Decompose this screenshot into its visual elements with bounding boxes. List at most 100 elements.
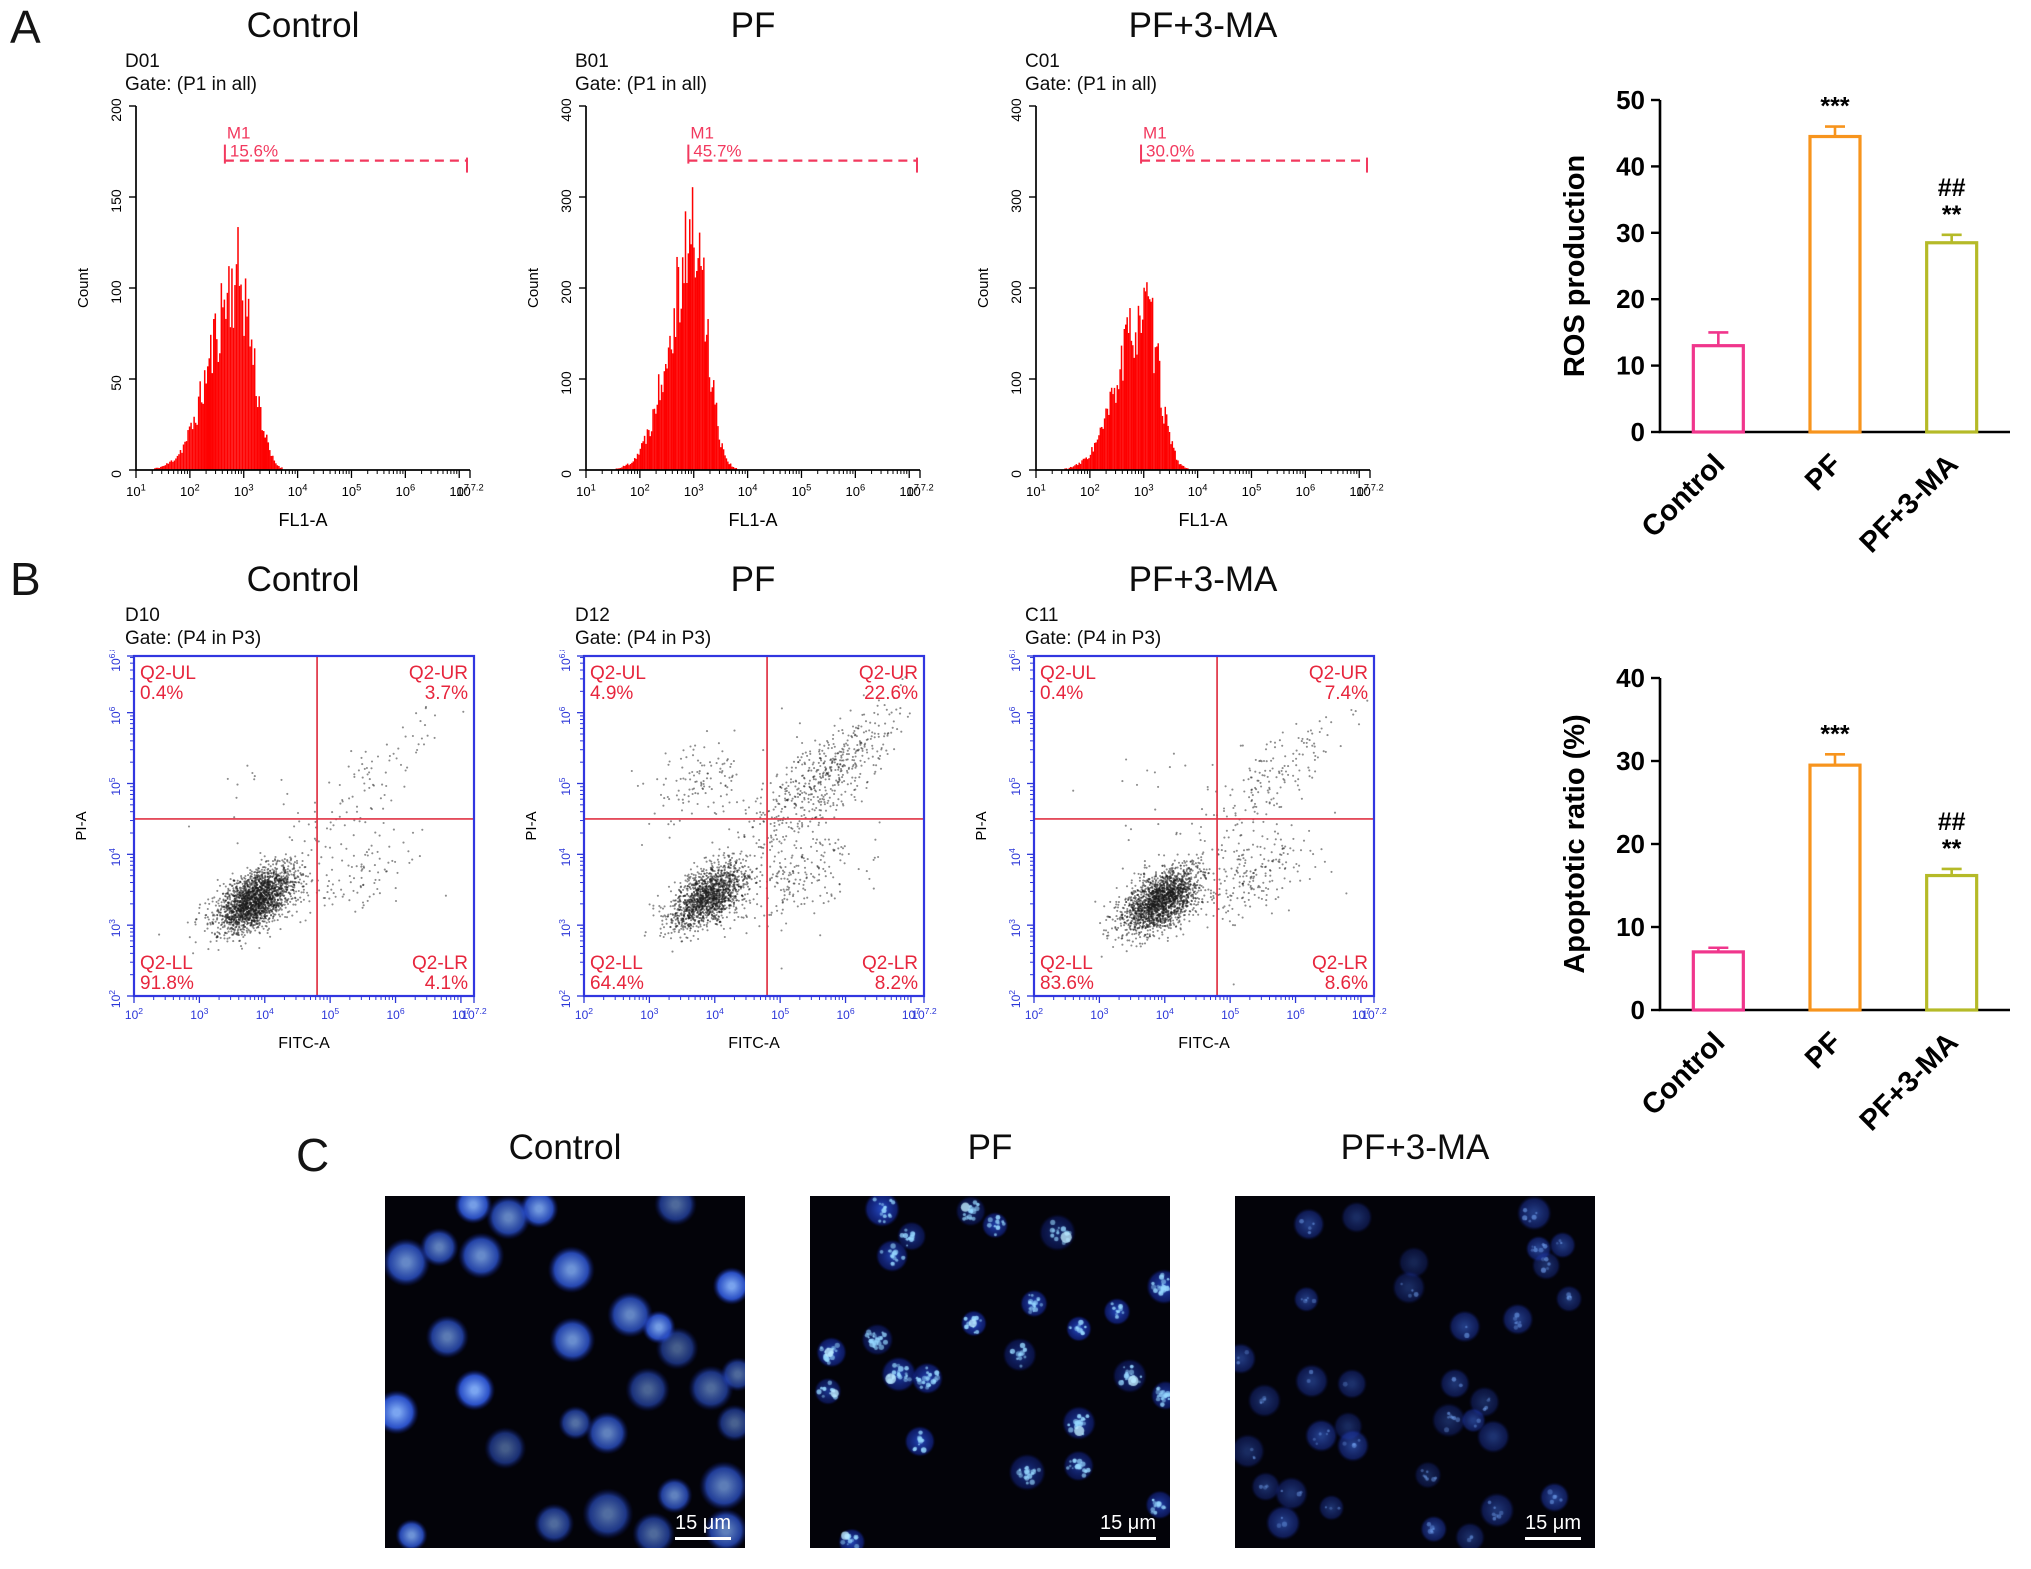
svg-text:PI-A: PI-A <box>73 811 90 840</box>
svg-text:Count: Count <box>75 267 92 308</box>
svg-text:200: 200 <box>1008 280 1024 304</box>
scale-bar-line <box>675 1537 731 1540</box>
svg-text:104: 104 <box>1188 483 1208 499</box>
svg-text:91.8%: 91.8% <box>140 973 194 994</box>
svg-text:102: 102 <box>180 483 200 499</box>
svg-text:**: ** <box>1942 201 1962 229</box>
svg-text:200: 200 <box>108 98 124 122</box>
plot-title: Control <box>246 560 360 599</box>
svg-text:3.7%: 3.7% <box>425 683 468 704</box>
svg-text:##: ## <box>1938 174 1966 202</box>
micrograph-title: PF <box>967 1128 1013 1167</box>
plot-header: C11 Gate: (P4 in P3) <box>1025 604 1390 650</box>
gate-label: Gate: (P1 in all) <box>125 74 257 95</box>
svg-text:103: 103 <box>234 483 254 499</box>
svg-text:PF+3-MA: PF+3-MA <box>1854 448 1965 559</box>
svg-text:ROS production: ROS production <box>1559 155 1591 377</box>
scale-bar-label: 15 μm <box>1100 1512 1156 1534</box>
panel-c-label: C <box>296 1129 330 1181</box>
svg-text:M1: M1 <box>1143 124 1167 143</box>
svg-text:103: 103 <box>190 1006 208 1022</box>
svg-text:106: 106 <box>846 483 866 499</box>
scale-bar-line <box>1100 1537 1156 1540</box>
micrograph-image <box>385 1196 745 1553</box>
svg-text:106.8: 106.8 <box>107 650 123 672</box>
svg-text:103: 103 <box>684 483 704 499</box>
micrograph-title: Control <box>508 1128 622 1167</box>
svg-text:Count: Count <box>975 267 992 308</box>
svg-text:104: 104 <box>256 1006 274 1022</box>
plot-header: D12 Gate: (P4 in P3) <box>575 604 940 650</box>
scale-bar-label: 15 μm <box>1525 1512 1581 1534</box>
svg-text:50: 50 <box>1616 85 1645 115</box>
micrograph-image <box>810 1196 1170 1553</box>
gate-label: Gate: (P4 in P3) <box>575 628 712 649</box>
flow-scatter-pf: PF D12 Gate: (P4 in P3) 102 103 104 105 106 1… <box>520 558 940 1079</box>
micrograph-image <box>1235 1196 1595 1553</box>
histogram-plot: 0 100 200 300 400 101 102 103 104 105 106 107 107.2 F… <box>520 96 940 553</box>
plot-title: PF+3-MA <box>1128 560 1278 599</box>
svg-text:40: 40 <box>1616 151 1645 181</box>
svg-text:105: 105 <box>792 483 812 499</box>
svg-text:107.2: 107.2 <box>906 483 933 499</box>
scatter-plot: 102 103 104 105 106 106.8 102 103 104 105 106 107 10… <box>520 646 940 1079</box>
svg-text:104: 104 <box>288 483 308 499</box>
svg-text:107: 107 <box>1349 483 1369 499</box>
flow-histogram-pf3ma: PF+3-MA C01 Gate: (P1 in all) 0 100 200 300… <box>970 4 1390 553</box>
ros-production-bar-chart: 0 10 20 30 40 50 ROS production Control *** PF ** #… <box>1548 70 2028 615</box>
svg-text:105: 105 <box>107 777 123 795</box>
sample-id: D10 <box>125 605 160 626</box>
scatter-plot: 102 103 104 105 106 106.8 102 103 104 105 106 107 10… <box>70 646 490 1079</box>
svg-text:M1: M1 <box>227 124 251 143</box>
svg-text:102: 102 <box>630 483 650 499</box>
svg-text:101: 101 <box>126 483 146 499</box>
histogram-plot: 0 50 100 150 200 101 102 103 104 105 106 107 107.2 FL… <box>70 96 490 553</box>
micrograph-pf3ma: 15 μm <box>1235 1196 1595 1548</box>
svg-text:101: 101 <box>576 483 596 499</box>
sample-id: B01 <box>575 51 609 72</box>
sample-id: C01 <box>1025 51 1060 72</box>
svg-text:30.0%: 30.0% <box>1146 142 1194 161</box>
sample-id: D12 <box>575 605 610 626</box>
svg-text:107.2: 107.2 <box>1356 483 1383 499</box>
plot-header: D10 Gate: (P4 in P3) <box>125 604 490 650</box>
svg-text:104: 104 <box>107 848 123 866</box>
scale-bar-label: 15 μm <box>675 1512 731 1534</box>
svg-text:106: 106 <box>386 1006 404 1022</box>
histogram-plot: 0 100 200 300 400 101 102 103 104 105 106 107 107.2 F… <box>970 96 1390 553</box>
svg-text:106: 106 <box>1296 483 1316 499</box>
svg-text:4.1%: 4.1% <box>425 973 468 994</box>
svg-text:Q2-UL: Q2-UL <box>140 663 196 684</box>
svg-text:300: 300 <box>558 189 574 213</box>
svg-text:***: *** <box>1820 93 1849 121</box>
svg-text:45.7%: 45.7% <box>693 142 741 161</box>
flow-histogram-pf: PF B01 Gate: (P1 in all) 0 100 200 300 400 10… <box>520 4 940 553</box>
plot-title: PF+3-MA <box>1128 6 1278 45</box>
sample-id: C11 <box>1025 605 1059 626</box>
svg-text:100: 100 <box>1008 371 1024 395</box>
svg-text:10: 10 <box>1616 351 1645 381</box>
svg-text:100: 100 <box>108 280 124 304</box>
svg-text:102: 102 <box>107 990 123 1008</box>
plot-header: D01 Gate: (P1 in all) <box>125 50 490 96</box>
svg-text:Count: Count <box>525 267 542 308</box>
svg-text:400: 400 <box>558 98 574 122</box>
plot-header: B01 Gate: (P1 in all) <box>575 50 940 96</box>
svg-text:106: 106 <box>107 706 123 724</box>
micrograph-control: 15 μm <box>385 1196 745 1548</box>
svg-text:50: 50 <box>108 375 124 391</box>
svg-text:0: 0 <box>1008 470 1024 478</box>
svg-text:107.2: 107.2 <box>456 483 483 499</box>
plot-title: PF <box>730 6 776 45</box>
svg-text:15.6%: 15.6% <box>230 142 278 161</box>
svg-text:103: 103 <box>107 919 123 937</box>
flow-scatter-control: Control D10 Gate: (P4 in P3) 102 103 104 10… <box>70 558 490 1079</box>
svg-text:M1: M1 <box>690 124 714 143</box>
flow-scatter-pf3ma: PF+3-MA C11 Gate: (P4 in P3) 102 103 104 10… <box>970 558 1390 1079</box>
svg-text:300: 300 <box>1008 189 1024 213</box>
svg-text:Q2-LR: Q2-LR <box>412 953 468 974</box>
svg-text:Q2-LL: Q2-LL <box>140 953 193 974</box>
panel-b-label: B <box>10 553 41 605</box>
scale-bar: 15 μm <box>675 1512 731 1540</box>
